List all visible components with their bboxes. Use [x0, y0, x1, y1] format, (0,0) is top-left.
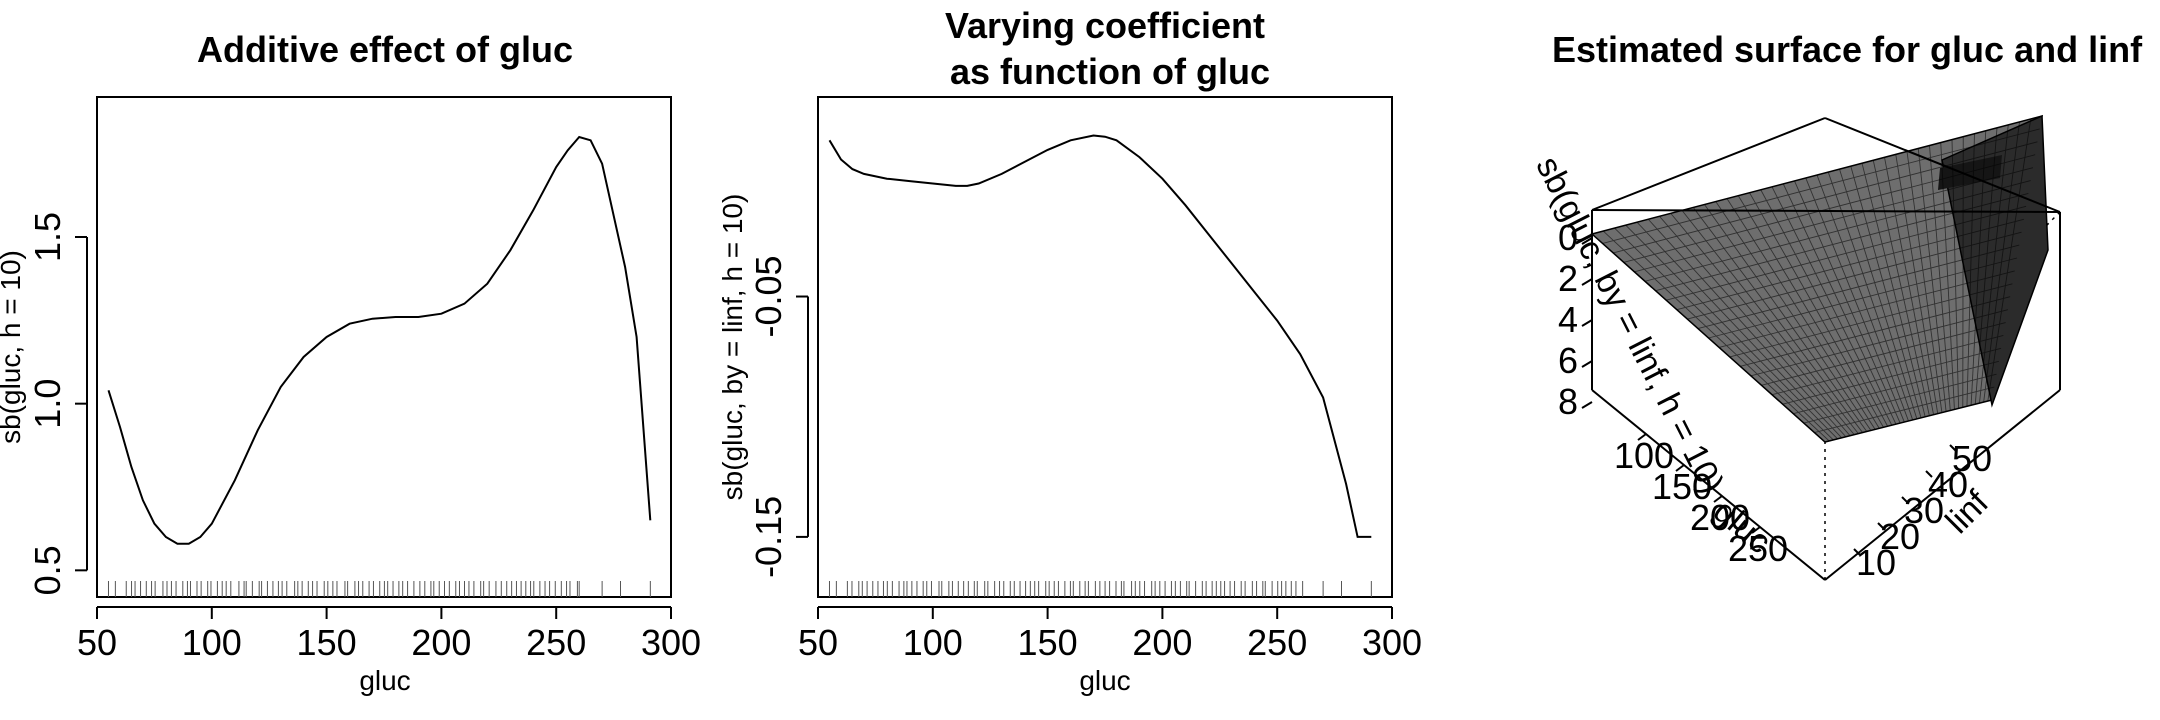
panel3-mesh-line — [1729, 283, 2013, 358]
panel3-z-tick-mark — [1581, 278, 1593, 286]
panel3-mesh-line — [1708, 257, 2018, 339]
panel2-title-line2: as function of gluc — [950, 51, 1270, 92]
panel1-plot-frame — [96, 96, 672, 598]
panel3-surface-mesh — [1602, 118, 2040, 442]
panel3-surface — [1590, 114, 2049, 443]
panel3-x-tick-mark — [1713, 495, 1723, 503]
panel3-mesh-line — [1613, 141, 2038, 254]
p2-y-tick-label: -0.05 — [748, 255, 789, 337]
panel3-mesh-line — [1740, 296, 2011, 367]
panel3-z-tick-label: 0 — [1558, 217, 1578, 258]
panel1-series-line — [107, 135, 652, 545]
panel3-y-tick-mark — [1877, 522, 1885, 530]
panel3-mesh-line — [1655, 193, 2029, 292]
panel-estimated-surface: Estimated surface for gluc and linf 0246… — [1528, 29, 2143, 583]
panel3-mesh-line — [1761, 322, 2006, 386]
panel-additive-effect: Additive effect of gluc 50 100 150 200 250 30… — [0, 29, 701, 696]
panel2-x-label: gluc — [1079, 665, 1130, 696]
panel3-y-tick-label: 30 — [1904, 490, 1944, 531]
panel3-mesh-line — [1718, 270, 2015, 348]
p1-x-tick-label: 100 — [182, 622, 242, 663]
p2-y-tick-label: -0.15 — [748, 496, 789, 578]
panel3-mesh-line — [1814, 386, 1995, 433]
panel3-x-tick-label: 150 — [1652, 466, 1712, 507]
p1-y-tick-label: 0.5 — [27, 545, 68, 595]
panel2-y-label: sb(gluc, by = linf, h = 10) — [717, 194, 748, 501]
panel2-rug — [828, 581, 1372, 597]
panel3-mesh-line — [1803, 373, 1997, 424]
panel1-x-label: gluc — [359, 665, 410, 696]
panel3-x-tick-mark — [1751, 526, 1761, 534]
panel3-z-tick-label: 6 — [1558, 340, 1578, 381]
p2-x-tick-label: 200 — [1132, 622, 1192, 663]
panel3-mesh-line — [1782, 347, 2002, 405]
panel3-mesh-line — [1602, 128, 2040, 244]
panel3-x-tick-mark — [1637, 433, 1647, 441]
p2-x-tick-label: 250 — [1247, 622, 1307, 663]
panel3-y-tick-label: 50 — [1952, 438, 1992, 479]
panel3-y-tick-label: 20 — [1880, 516, 1920, 557]
panel3-surface-valley — [1938, 155, 2002, 190]
panel3-mesh-line — [1623, 154, 2036, 263]
panel3-mesh-line — [1666, 205, 2027, 301]
panel3-y-tick-label: 40 — [1928, 464, 1968, 505]
panel3-z-tick-mark — [1581, 360, 1593, 368]
panel1-y-label: sb(gluc, h = 10) — [0, 250, 26, 444]
p2-x-tick-label: 300 — [1362, 622, 1422, 663]
panel3-mesh-line — [1676, 218, 2024, 311]
panel3-z-tick-label: 8 — [1558, 381, 1578, 422]
p1-x-tick-label: 50 — [77, 622, 117, 663]
panel3-mesh-line — [1771, 335, 2004, 396]
panel2-plot-frame — [817, 96, 1393, 598]
panel3-title: Estimated surface for gluc and linf — [1552, 29, 2143, 70]
panel3-mesh-line — [1793, 360, 1999, 415]
panel1-title: Additive effect of gluc — [197, 29, 573, 70]
panel2-x-ticks: 50 100 150 200 250 300 — [798, 606, 1422, 663]
panel3-mesh-line — [1750, 309, 2009, 377]
p1-y-tick-label: 1.5 — [27, 212, 68, 262]
p2-x-tick-label: 50 — [798, 622, 838, 663]
panel3-y-tick-mark — [1901, 496, 1909, 504]
panel3-y-tick-label: 10 — [1856, 542, 1896, 583]
p2-x-tick-label: 150 — [1018, 622, 1078, 663]
panel3-z-tick-label: 2 — [1558, 258, 1578, 299]
panel1-x-ticks: 50 100 150 200 250 300 — [77, 606, 701, 663]
p1-x-tick-label: 300 — [641, 622, 701, 663]
panel3-z-tick-mark — [1581, 319, 1593, 327]
panel3-mesh-line — [1687, 231, 2022, 320]
panel3-mesh-line — [1697, 244, 2020, 329]
p1-x-tick-label: 200 — [411, 622, 471, 663]
panel3-z-tick-mark — [1581, 237, 1593, 245]
panel3-y-tick-mark — [1949, 444, 1957, 452]
panel3-x-tick-label: 100 — [1614, 435, 1674, 476]
panel3-y-tick-mark — [1925, 470, 1933, 478]
panel-varying-coefficient: Varying coefficient as function of gluc … — [717, 5, 1422, 696]
p1-x-tick-label: 150 — [297, 622, 357, 663]
p2-x-tick-label: 100 — [903, 622, 963, 663]
panel3-mesh-line — [1634, 167, 2034, 273]
panel3-mesh-line — [1644, 180, 2031, 282]
panel2-title-line1: Varying coefficient — [945, 5, 1265, 46]
panel3-x-tick-label: 200 — [1690, 497, 1750, 538]
p1-x-tick-label: 250 — [526, 622, 586, 663]
panel3-x-tick-mark — [1675, 464, 1685, 472]
panel3-z-tick-mark — [1581, 401, 1593, 409]
panel2-y-ticks: -0.15 -0.05 — [748, 255, 809, 578]
panel3-y-tick-mark — [1853, 548, 1861, 556]
panel1-rug — [107, 581, 651, 597]
p1-y-tick-label: 1.0 — [27, 379, 68, 429]
panel3-box-edges — [1591, 117, 2061, 581]
panel1-y-ticks: 0.5 1.0 1.5 — [27, 212, 88, 595]
panel3-z-tick-label: 4 — [1558, 299, 1578, 340]
panel3-x-tick-label: 250 — [1728, 528, 1788, 569]
panel2-series-line — [828, 134, 1372, 538]
